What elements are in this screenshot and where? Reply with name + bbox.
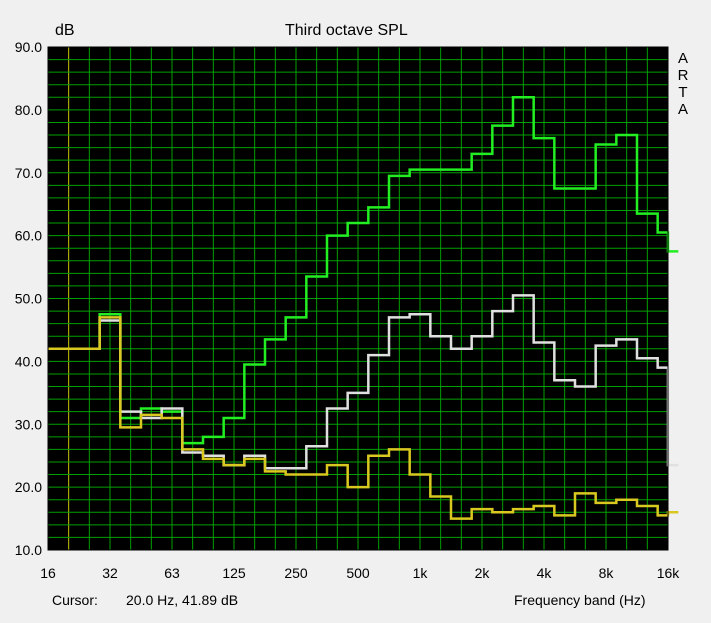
- y-tick-label: 10.0: [15, 542, 42, 558]
- cursor-readout: 20.0 Hz, 41.89 dB: [126, 592, 239, 608]
- arta-letter: A: [677, 101, 688, 118]
- x-tick-label: 2k: [475, 565, 491, 581]
- x-tick-label: 4k: [537, 565, 553, 581]
- series-line: [48, 294, 679, 470]
- x-tick-label: 125: [222, 565, 246, 581]
- x-axis-label: Frequency band (Hz): [514, 592, 646, 608]
- x-tick-label: 500: [346, 565, 370, 581]
- x-tick-label: 32: [102, 565, 118, 581]
- x-tick-label: 16k: [657, 565, 681, 581]
- x-tick-label: 8k: [599, 565, 615, 581]
- x-tick-label: 63: [164, 565, 180, 581]
- cursor-label: Cursor:: [52, 592, 98, 608]
- y-tick-label: 70.0: [15, 165, 42, 181]
- y-tick-label: 80.0: [15, 102, 42, 118]
- y-tick-label: 50.0: [15, 291, 42, 307]
- x-tick-label: 1k: [413, 565, 429, 581]
- x-tick-label: 250: [284, 565, 308, 581]
- arta-logo-label: A R T A: [676, 50, 690, 118]
- y-tick-label: 20.0: [15, 479, 42, 495]
- y-tick-label: 90.0: [15, 39, 42, 55]
- y-tick-label: 60.0: [15, 228, 42, 244]
- axes: 10.0 20.0 30.0 40.0 50.0 60.0 70.0 80.0 90.0 16 32…: [15, 39, 681, 581]
- series-line: [48, 316, 679, 520]
- y-axis-label: dB: [55, 22, 75, 39]
- plot-border: [47, 46, 669, 551]
- plot-area[interactable]: [47, 46, 679, 551]
- arta-letter: A: [677, 50, 688, 67]
- arta-letter: T: [678, 84, 688, 101]
- y-tick-label: 30.0: [15, 416, 42, 432]
- x-tick-label: 16: [40, 565, 56, 581]
- chart-title: Third octave SPL: [285, 22, 408, 39]
- y-tick-label: 40.0: [15, 353, 42, 369]
- arta-letter: R: [677, 67, 689, 84]
